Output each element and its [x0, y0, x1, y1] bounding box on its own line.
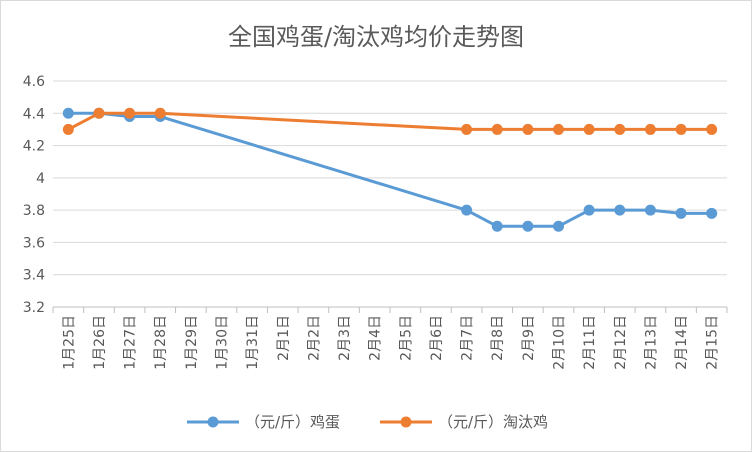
data-point — [522, 220, 534, 232]
x-tick-label: 2月15日 — [705, 315, 721, 370]
data-point — [644, 204, 656, 216]
x-tick-label: 1月27日 — [123, 315, 139, 370]
series-lines — [62, 107, 718, 232]
data-point — [553, 220, 564, 232]
x-tick-label: 2月9日 — [521, 315, 537, 361]
legend-label: （元/斤）鸡蛋 — [245, 413, 340, 431]
x-tick-label: 2月4日 — [368, 315, 384, 361]
data-point — [583, 123, 595, 135]
data-point — [522, 123, 534, 135]
legend-label: （元/斤）淘汰鸡 — [438, 413, 548, 431]
x-tick-label: 2月7日 — [460, 315, 476, 361]
data-point — [614, 204, 626, 216]
data-point — [675, 207, 687, 219]
data-point — [461, 123, 473, 135]
x-tick-label: 1月28日 — [153, 315, 169, 370]
x-tick-label: 1月31日 — [245, 315, 261, 370]
y-tick-label: 3.4 — [23, 268, 45, 284]
x-tick-label: 2月5日 — [398, 315, 414, 361]
x-axis: 1月25日 1月26日 1月27日 1月28日 1月29日 1月30日 1月31日 2月1日 2… — [52, 306, 728, 370]
y-tick-label: 3.2 — [23, 300, 45, 316]
data-point — [583, 204, 595, 216]
legend-swatch-marker — [400, 416, 412, 428]
x-tick-label: 2月13日 — [643, 315, 659, 370]
legend-swatch-marker — [207, 416, 219, 428]
x-tick-label: 1月25日 — [61, 315, 77, 370]
data-point — [461, 204, 473, 216]
data-point — [553, 123, 564, 135]
grid-lines — [53, 80, 727, 308]
data-point — [706, 123, 718, 135]
x-tick-label: 2月1日 — [276, 315, 292, 361]
data-point — [93, 107, 105, 119]
x-tick-label: 2月8日 — [490, 315, 506, 361]
data-point — [62, 107, 74, 119]
data-point — [124, 107, 136, 119]
legend: （元/斤）鸡蛋 （元/斤）淘汰鸡 — [187, 413, 548, 431]
y-tick-label: 4.4 — [23, 106, 45, 122]
y-axis-ticks: 3.2 3.4 3.6 3.8 4 4.2 4.4 4.6 — [23, 74, 45, 316]
x-tick-label: 1月26日 — [92, 315, 108, 370]
data-point — [675, 123, 687, 135]
y-tick-label: 4.2 — [23, 139, 45, 155]
x-tick-label: 2月10日 — [552, 315, 568, 370]
x-tick-label: 2月14日 — [674, 315, 690, 370]
x-tick-label: 1月30日 — [215, 315, 231, 370]
x-tick-label: 2月3日 — [337, 315, 353, 361]
data-point — [62, 123, 74, 135]
y-tick-label: 4.6 — [23, 74, 45, 90]
data-point — [491, 220, 503, 232]
data-point — [706, 207, 718, 219]
data-point — [491, 123, 503, 135]
x-tick-label: 2月12日 — [613, 315, 629, 370]
x-tick-label: 1月29日 — [184, 315, 200, 370]
chart-title: 全国鸡蛋/淘汰鸡均价走势图 — [228, 23, 524, 51]
data-point — [644, 123, 656, 135]
x-tick-label: 2月6日 — [429, 315, 445, 361]
data-point — [154, 107, 166, 119]
y-tick-label: 4 — [36, 171, 45, 187]
x-tick-label: 2月2日 — [306, 315, 322, 361]
data-point — [614, 123, 626, 135]
y-tick-label: 3.8 — [23, 203, 45, 219]
x-tick-label: 2月11日 — [582, 315, 598, 370]
y-tick-label: 3.6 — [23, 235, 45, 251]
